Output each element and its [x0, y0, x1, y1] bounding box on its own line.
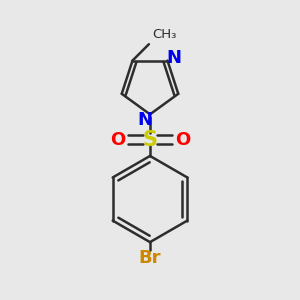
Text: N: N [137, 111, 152, 129]
Text: O: O [110, 130, 125, 148]
Text: Br: Br [139, 249, 161, 267]
Text: N: N [167, 49, 182, 67]
Text: S: S [142, 130, 158, 150]
Text: O: O [175, 130, 190, 148]
Text: CH₃: CH₃ [152, 28, 176, 41]
